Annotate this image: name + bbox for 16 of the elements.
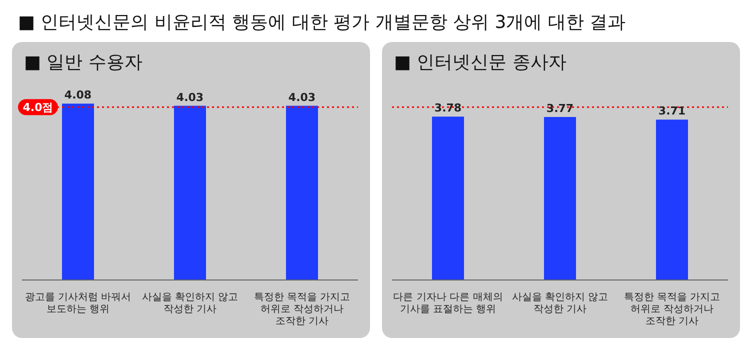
data-label: 3.77 bbox=[546, 102, 574, 116]
chart-subtitle: ■ 인터넷신문 종사자 bbox=[394, 51, 566, 74]
chart-subtitle: ■ 일반 수용자 bbox=[24, 51, 142, 74]
chart-title: ■ 인터넷신문의 비윤리적 행동에 대한 평가 개별문항 상위 3개에 대한 결과 bbox=[18, 11, 626, 34]
x-tick-label: 사실을 확인하지 않고 작성한 기사 bbox=[512, 292, 608, 315]
x-tick-label: 특정한 목적을 가지고 허위로 작성하거나 조작한 기사 bbox=[254, 292, 350, 327]
x-tick-label: 광고를 기사처럼 바꿔서 보도하는 행위 bbox=[24, 292, 132, 315]
x-tick-label: 다른 기자나 다른 매체의 기사를 표절하는 행위 bbox=[393, 292, 503, 315]
data-label: 4.08 bbox=[64, 88, 92, 102]
ref-line-label: 4.0점 bbox=[22, 101, 54, 114]
data-label: 3.71 bbox=[658, 104, 686, 118]
x-tick-label: 사실을 확인하지 않고 작성한 기사 bbox=[142, 292, 238, 315]
x-tick-label: 특정한 목적을 가지고 허위로 작성하거나 조작한 기사 bbox=[624, 292, 720, 327]
data-label: 4.03 bbox=[176, 90, 204, 104]
data-label: 3.78 bbox=[434, 102, 462, 115]
data-label: 4.03 bbox=[288, 90, 316, 104]
